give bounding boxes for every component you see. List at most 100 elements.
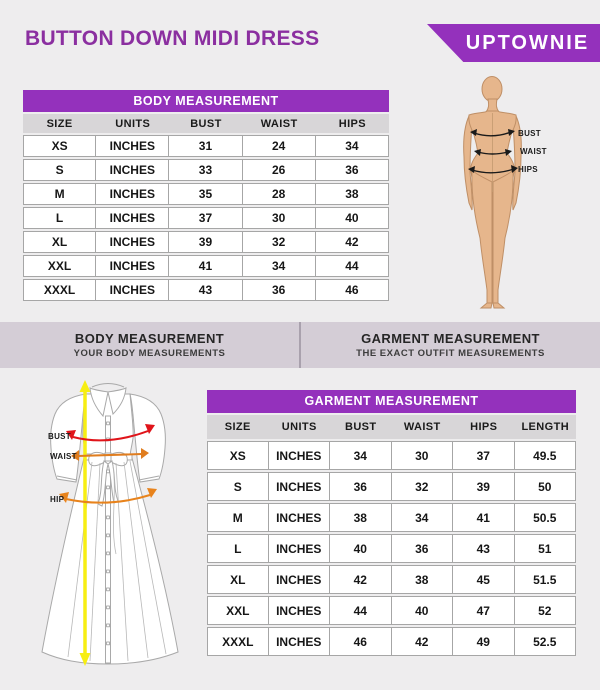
column-header: LENGTH (514, 415, 576, 439)
table-cell: 26 (242, 159, 316, 181)
length-arrow (79, 380, 91, 666)
legend-band: BODY MEASUREMENT YOUR BODY MEASUREMENTS … (0, 322, 600, 368)
table-cell: 38 (330, 503, 392, 532)
table-cell: 40 (330, 534, 392, 563)
column-header: SIZE (207, 415, 269, 439)
table-cell: INCHES (268, 441, 330, 470)
table-cell: L (23, 207, 97, 229)
table-cell: 38 (391, 565, 453, 594)
table-cell: INCHES (96, 279, 170, 301)
table-cell: INCHES (96, 231, 170, 253)
legend-garment-measurement: GARMENT MEASUREMENT THE EXACT OUTFIT MEA… (301, 322, 600, 368)
legend-left-subtitle: YOUR BODY MEASUREMENTS (73, 348, 226, 359)
table-cell: INCHES (268, 472, 330, 501)
table-cell: 37 (169, 207, 243, 229)
body-table-title: BODY MEASUREMENT (23, 90, 389, 112)
table-cell: 34 (315, 135, 389, 157)
table-row: S INCHES 33 26 36 (23, 159, 389, 181)
table-row: S INCHES 36 32 39 50 (207, 472, 576, 501)
figure-bust-label: BUST (518, 129, 541, 138)
table-cell: 51.5 (514, 565, 576, 594)
table-cell: 39 (169, 231, 243, 253)
table-row: XXXL INCHES 43 36 46 (23, 279, 389, 301)
table-cell: INCHES (96, 207, 170, 229)
table-row: M INCHES 38 34 41 50.5 (207, 503, 576, 532)
body-table-grid: SIZE UNITS BUST WAIST HIPS XS INCHES 31 24 34 S IN… (23, 112, 389, 303)
table-cell: 42 (315, 231, 389, 253)
table-cell: INCHES (268, 565, 330, 594)
dress-fold-lines (67, 460, 167, 662)
table-cell: 41 (169, 255, 243, 277)
table-cell: INCHES (268, 503, 330, 532)
column-header: WAIST (242, 114, 316, 133)
table-cell: 34 (242, 255, 316, 277)
table-row: XXL INCHES 44 40 47 52 (207, 596, 576, 625)
legend-divider (299, 322, 301, 368)
body-table-header-row: SIZE UNITS BUST WAIST HIPS (23, 114, 389, 133)
legend-right-subtitle: THE EXACT OUTFIT MEASUREMENTS (356, 348, 545, 359)
garment-table-header-row: SIZE UNITS BUST WAIST HIPS LENGTH (207, 415, 576, 439)
dress-waist-label: WAIST (50, 452, 77, 461)
table-cell: INCHES (96, 135, 170, 157)
brand-banner: UPTOWNIE (427, 24, 600, 62)
table-cell: 39 (453, 472, 515, 501)
table-cell: INCHES (268, 534, 330, 563)
waist-arrow (71, 448, 149, 461)
table-cell: 32 (242, 231, 316, 253)
table-cell: XS (23, 135, 97, 157)
column-header: HIPS (315, 114, 389, 133)
table-cell: 47 (453, 596, 515, 625)
table-cell: 50 (514, 472, 576, 501)
table-row: XS INCHES 31 24 34 (23, 135, 389, 157)
table-row: XXL INCHES 41 34 44 (23, 255, 389, 277)
column-header: UNITS (268, 415, 330, 439)
table-cell: XXXL (23, 279, 97, 301)
garment-table-grid: SIZE UNITS BUST WAIST HIPS LENGTH XS INCHES 34 3… (207, 413, 576, 658)
table-cell: M (207, 503, 269, 532)
table-cell: S (23, 159, 97, 181)
table-cell: 30 (391, 441, 453, 470)
table-cell: XL (207, 565, 269, 594)
table-cell: 50.5 (514, 503, 576, 532)
table-cell: 28 (242, 183, 316, 205)
garment-table-title: GARMENT MEASUREMENT (207, 390, 576, 413)
table-cell: 46 (315, 279, 389, 301)
table-cell: 42 (330, 565, 392, 594)
hip-arrow (59, 488, 157, 504)
table-cell: INCHES (96, 255, 170, 277)
legend-left-title: BODY MEASUREMENT (74, 331, 225, 346)
table-row: L INCHES 37 30 40 (23, 207, 389, 229)
column-header: BUST (169, 114, 243, 133)
table-cell: 24 (242, 135, 316, 157)
column-header: UNITS (96, 114, 170, 133)
table-cell: 52.5 (514, 627, 576, 656)
body-measurement-table: BODY MEASUREMENT SIZE UNITS BUST WAIST HIPS … (23, 90, 389, 303)
table-cell: 43 (453, 534, 515, 563)
table-cell: 33 (169, 159, 243, 181)
table-row: XS INCHES 34 30 37 49.5 (207, 441, 576, 470)
table-cell: 51 (514, 534, 576, 563)
table-cell: 36 (330, 472, 392, 501)
table-cell: 34 (330, 441, 392, 470)
table-cell: INCHES (268, 596, 330, 625)
column-header: SIZE (23, 114, 97, 133)
table-cell: 36 (242, 279, 316, 301)
table-cell: XXXL (207, 627, 269, 656)
table-cell: 42 (391, 627, 453, 656)
dress-bust-label: BUST (48, 432, 71, 441)
table-cell: 34 (391, 503, 453, 532)
table-cell: 35 (169, 183, 243, 205)
table-row: XL INCHES 42 38 45 51.5 (207, 565, 576, 594)
body-figure-illustration: BUST WAIST HIPS (463, 76, 547, 309)
table-cell: 32 (391, 472, 453, 501)
column-header: HIPS (453, 415, 515, 439)
table-cell: 43 (169, 279, 243, 301)
table-row: XXXL INCHES 46 42 49 52.5 (207, 627, 576, 656)
mannequin-body (463, 76, 522, 309)
figure-arrowheads (468, 129, 518, 173)
table-cell: INCHES (96, 183, 170, 205)
table-cell: XXL (207, 596, 269, 625)
table-row: XL INCHES 39 32 42 (23, 231, 389, 253)
table-cell: INCHES (268, 627, 330, 656)
